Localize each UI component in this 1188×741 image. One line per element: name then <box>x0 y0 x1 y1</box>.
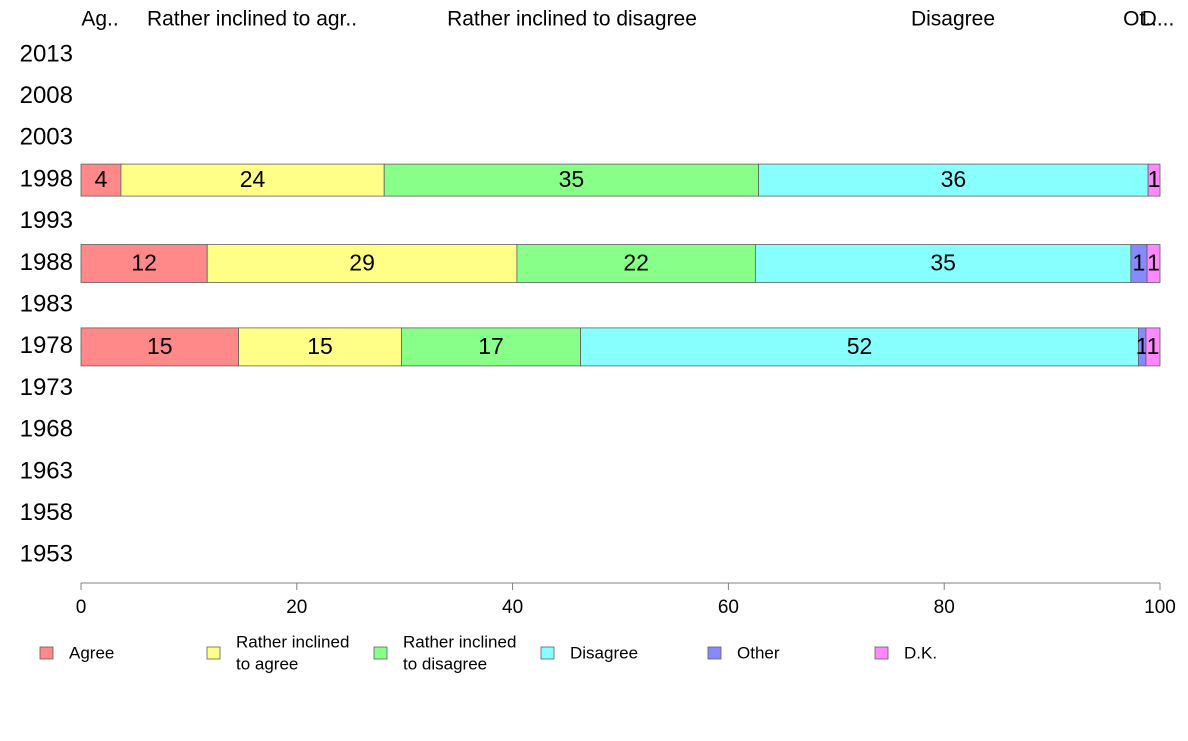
category-label-1998: 1998 <box>20 165 73 192</box>
x-tick-label: 20 <box>286 597 307 618</box>
bar-segment-1988-disagree <box>754 244 1132 283</box>
legend-swatch-rather-inclined-to-agree <box>206 646 221 660</box>
category-label-1953: 1953 <box>20 541 73 568</box>
x-tick-label: 80 <box>934 597 955 618</box>
category-label-1983: 1983 <box>20 291 73 318</box>
category-label-1973: 1973 <box>20 374 73 401</box>
category-label-2013: 2013 <box>20 40 73 67</box>
legend-swatch-other <box>707 646 722 660</box>
legend-label: Rather inclined <box>236 632 349 651</box>
legend-swatch-disagree <box>540 646 555 660</box>
x-tick-label: 40 <box>502 597 523 618</box>
category-label-1958: 1958 <box>20 499 73 526</box>
legend-swatch-rather-inclined-to-disagree <box>373 646 388 660</box>
x-tick-label: 60 <box>718 597 739 618</box>
category-label-1993: 1993 <box>20 207 73 234</box>
bar-segment-1978-disagree <box>580 327 1139 367</box>
top-series-label: Disagree <box>911 8 995 31</box>
bar-segment-1988-d-k <box>1146 244 1161 283</box>
data-label-1998-agree: 4 <box>95 166 108 192</box>
data-label-1998-rather-inclined-to-agree: 24 <box>240 166 266 192</box>
bar-segment-1988-rather-inclined-to-agree <box>206 244 518 283</box>
data-label-1978-rather-inclined-to-disagree: 17 <box>478 333 504 359</box>
data-label-1998-rather-inclined-to-disagree: 35 <box>559 166 585 192</box>
top-series-label: Rather inclined to agr.. <box>147 8 357 31</box>
data-label-1988-rather-inclined-to-disagree: 22 <box>623 250 649 276</box>
legend-label: Disagree <box>570 643 638 662</box>
legend-label: Agree <box>69 643 114 662</box>
bar-segment-1998-rather-inclined-to-agree <box>120 163 385 197</box>
data-label-1978-agree: 15 <box>147 333 173 359</box>
data-label-1988-disagree: 35 <box>930 250 956 276</box>
x-tick-label: 100 <box>1144 597 1176 618</box>
bar-segment-1988-rather-inclined-to-disagree <box>516 244 756 283</box>
top-series-label: D... <box>1142 8 1175 31</box>
data-label-1998-d-k: 1 <box>1148 166 1161 192</box>
bar-segment-1978-agree <box>80 327 239 367</box>
data-label-1988-rather-inclined-to-agree: 29 <box>349 250 375 276</box>
data-label-1998-disagree: 36 <box>941 166 967 192</box>
top-series-label: Rather inclined to disagree <box>447 8 697 31</box>
top-series-label: Ot.. <box>1123 8 1157 31</box>
legend-label: to disagree <box>403 654 487 673</box>
legend-label: D.K. <box>904 643 937 662</box>
data-label-1988-d-k: 1 <box>1147 250 1160 276</box>
bar-segment-1978-d-k <box>1145 327 1161 367</box>
data-label-1978-rather-inclined-to-agree: 15 <box>307 333 333 359</box>
bar-segment-1988-agree <box>80 244 208 283</box>
category-label-2003: 2003 <box>20 124 73 151</box>
category-label-1968: 1968 <box>20 416 73 443</box>
legend-swatch-d-k <box>874 646 889 660</box>
category-label-1978: 1978 <box>20 332 73 359</box>
bar-segment-1998-d-k <box>1147 163 1161 197</box>
data-label-1988-agree: 12 <box>131 250 157 276</box>
category-label-1963: 1963 <box>20 457 73 484</box>
category-label-2008: 2008 <box>20 82 73 109</box>
data-label-1978-d-k: 1 <box>1147 333 1160 359</box>
bar-segment-1978-rather-inclined-to-agree <box>238 327 402 367</box>
data-label-1988-other: 1 <box>1133 250 1146 276</box>
data-label-1978-other: 1 <box>1136 333 1149 359</box>
legend-label: Other <box>737 643 780 662</box>
x-tick-label: 0 <box>76 597 87 618</box>
legend-swatch-agree <box>39 646 54 660</box>
legend-label: Rather inclined <box>403 632 516 651</box>
data-label-1978-disagree: 52 <box>847 333 873 359</box>
top-series-label: Ag.. <box>81 8 118 31</box>
legend-label: to agree <box>236 654 298 673</box>
category-label-1988: 1988 <box>20 249 73 276</box>
